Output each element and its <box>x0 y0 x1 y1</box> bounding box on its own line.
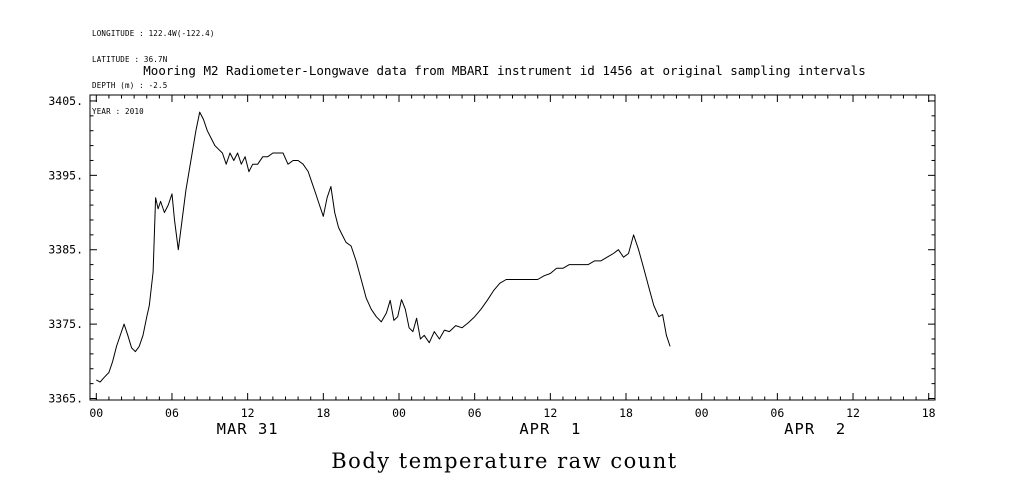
x-tick-label: 00 <box>392 406 406 420</box>
x-tick-label: 12 <box>846 406 860 420</box>
y-tick-label: 3385. <box>48 243 83 257</box>
x-date-label: APR 1 <box>519 420 581 438</box>
metadata-longitude: LONGITUDE : 122.4W(-122.4) <box>92 29 215 39</box>
x-tick-label: 12 <box>543 406 557 420</box>
x-tick-label: 06 <box>468 406 482 420</box>
metadata-latitude: LATITUDE : 36.7N <box>92 54 168 64</box>
plot-box <box>89 94 936 401</box>
x-tick-label: 18 <box>316 406 330 420</box>
x-tick-label: 18 <box>922 406 936 420</box>
metadata-depth: DEPTH (m) : -2.5 <box>92 80 168 90</box>
y-tick-label: 3375. <box>48 317 83 331</box>
x-tick-label: 12 <box>241 406 255 420</box>
chart-title: Mooring M2 Radiometer-Longwave data from… <box>143 63 866 78</box>
chart-caption: Body temperature raw count <box>331 449 678 473</box>
metadata-year: YEAR : 2010 <box>92 106 144 116</box>
y-tick-label: 3405. <box>48 94 83 108</box>
y-tick-label: 3395. <box>48 168 83 182</box>
y-tick-label: 3365. <box>48 392 83 406</box>
x-tick-label: 00 <box>89 406 103 420</box>
x-tick-label: 00 <box>695 406 709 420</box>
x-tick-label: 06 <box>165 406 179 420</box>
series-line-body-temperature-raw-count <box>96 111 671 383</box>
x-date-label: APR 2 <box>784 420 846 438</box>
x-date-label: MAR 31 <box>217 420 279 438</box>
metadata-block: LONGITUDE : 122.4W(-122.4) LATITUDE : 36… <box>92 13 215 133</box>
x-tick-label: 06 <box>770 406 784 420</box>
x-tick-label: 18 <box>619 406 633 420</box>
